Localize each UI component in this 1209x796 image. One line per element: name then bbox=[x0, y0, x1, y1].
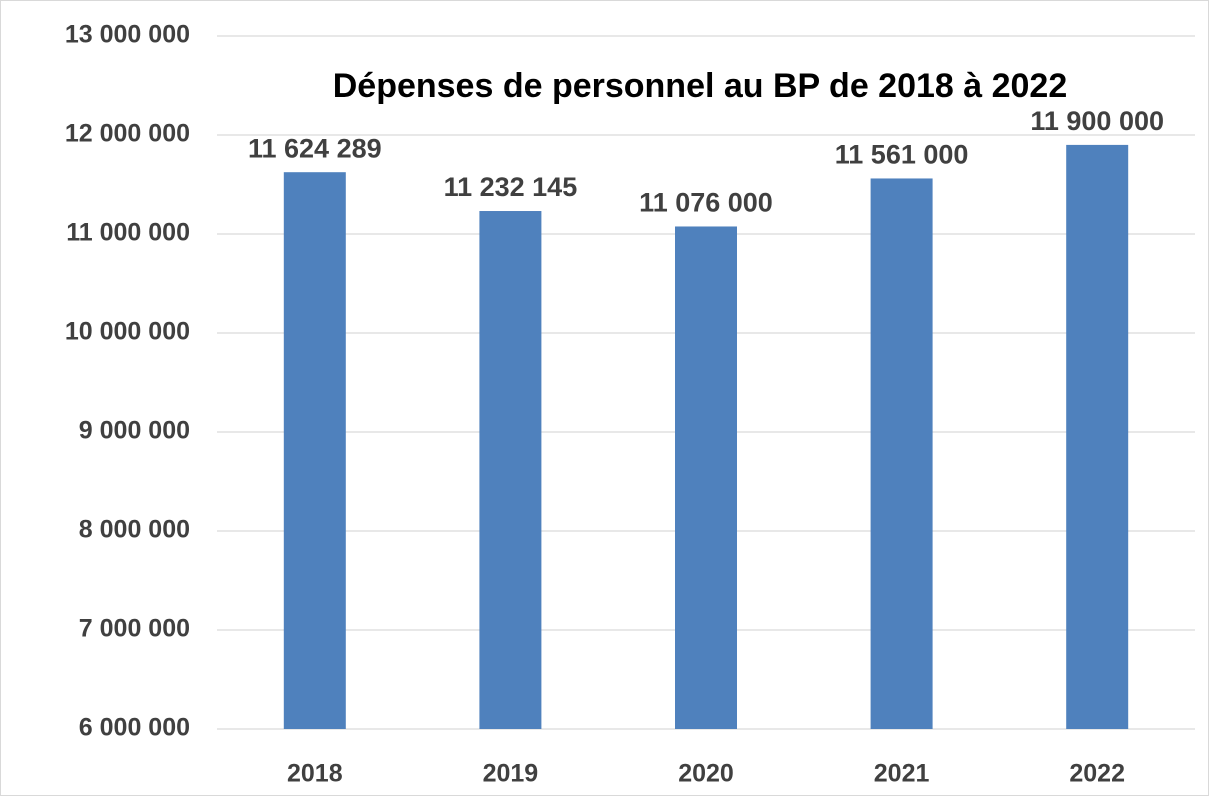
bar bbox=[675, 226, 737, 729]
value-label: 11 624 289 bbox=[248, 133, 382, 163]
y-tick-label: 9 000 000 bbox=[79, 417, 190, 445]
x-tick-label: 2018 bbox=[287, 760, 343, 788]
x-tick-label: 2021 bbox=[874, 760, 930, 788]
y-tick-label: 10 000 000 bbox=[65, 318, 190, 346]
bar bbox=[870, 178, 933, 729]
value-label: 11 561 000 bbox=[835, 140, 969, 170]
y-tick-label: 6 000 000 bbox=[79, 714, 190, 742]
value-label: 11 232 145 bbox=[444, 172, 578, 202]
bar bbox=[283, 172, 346, 730]
value-label: 11 900 000 bbox=[1030, 106, 1164, 136]
bar bbox=[479, 211, 542, 729]
y-tick-label: 8 000 000 bbox=[79, 516, 190, 544]
value-label: 11 076 000 bbox=[639, 188, 773, 218]
bar bbox=[1066, 144, 1129, 729]
y-tick-label: 11 000 000 bbox=[66, 219, 190, 247]
chart-title: Dépenses de personnel au BP de 2018 à 20… bbox=[333, 67, 1068, 105]
y-tick-label: 7 000 000 bbox=[79, 615, 190, 643]
y-tick-label: 13 000 000 bbox=[65, 21, 190, 49]
x-tick-label: 2020 bbox=[678, 760, 734, 788]
x-tick-label: 2022 bbox=[1069, 760, 1125, 788]
y-tick-label: 12 000 000 bbox=[65, 120, 190, 148]
x-tick-label: 2019 bbox=[483, 760, 539, 788]
